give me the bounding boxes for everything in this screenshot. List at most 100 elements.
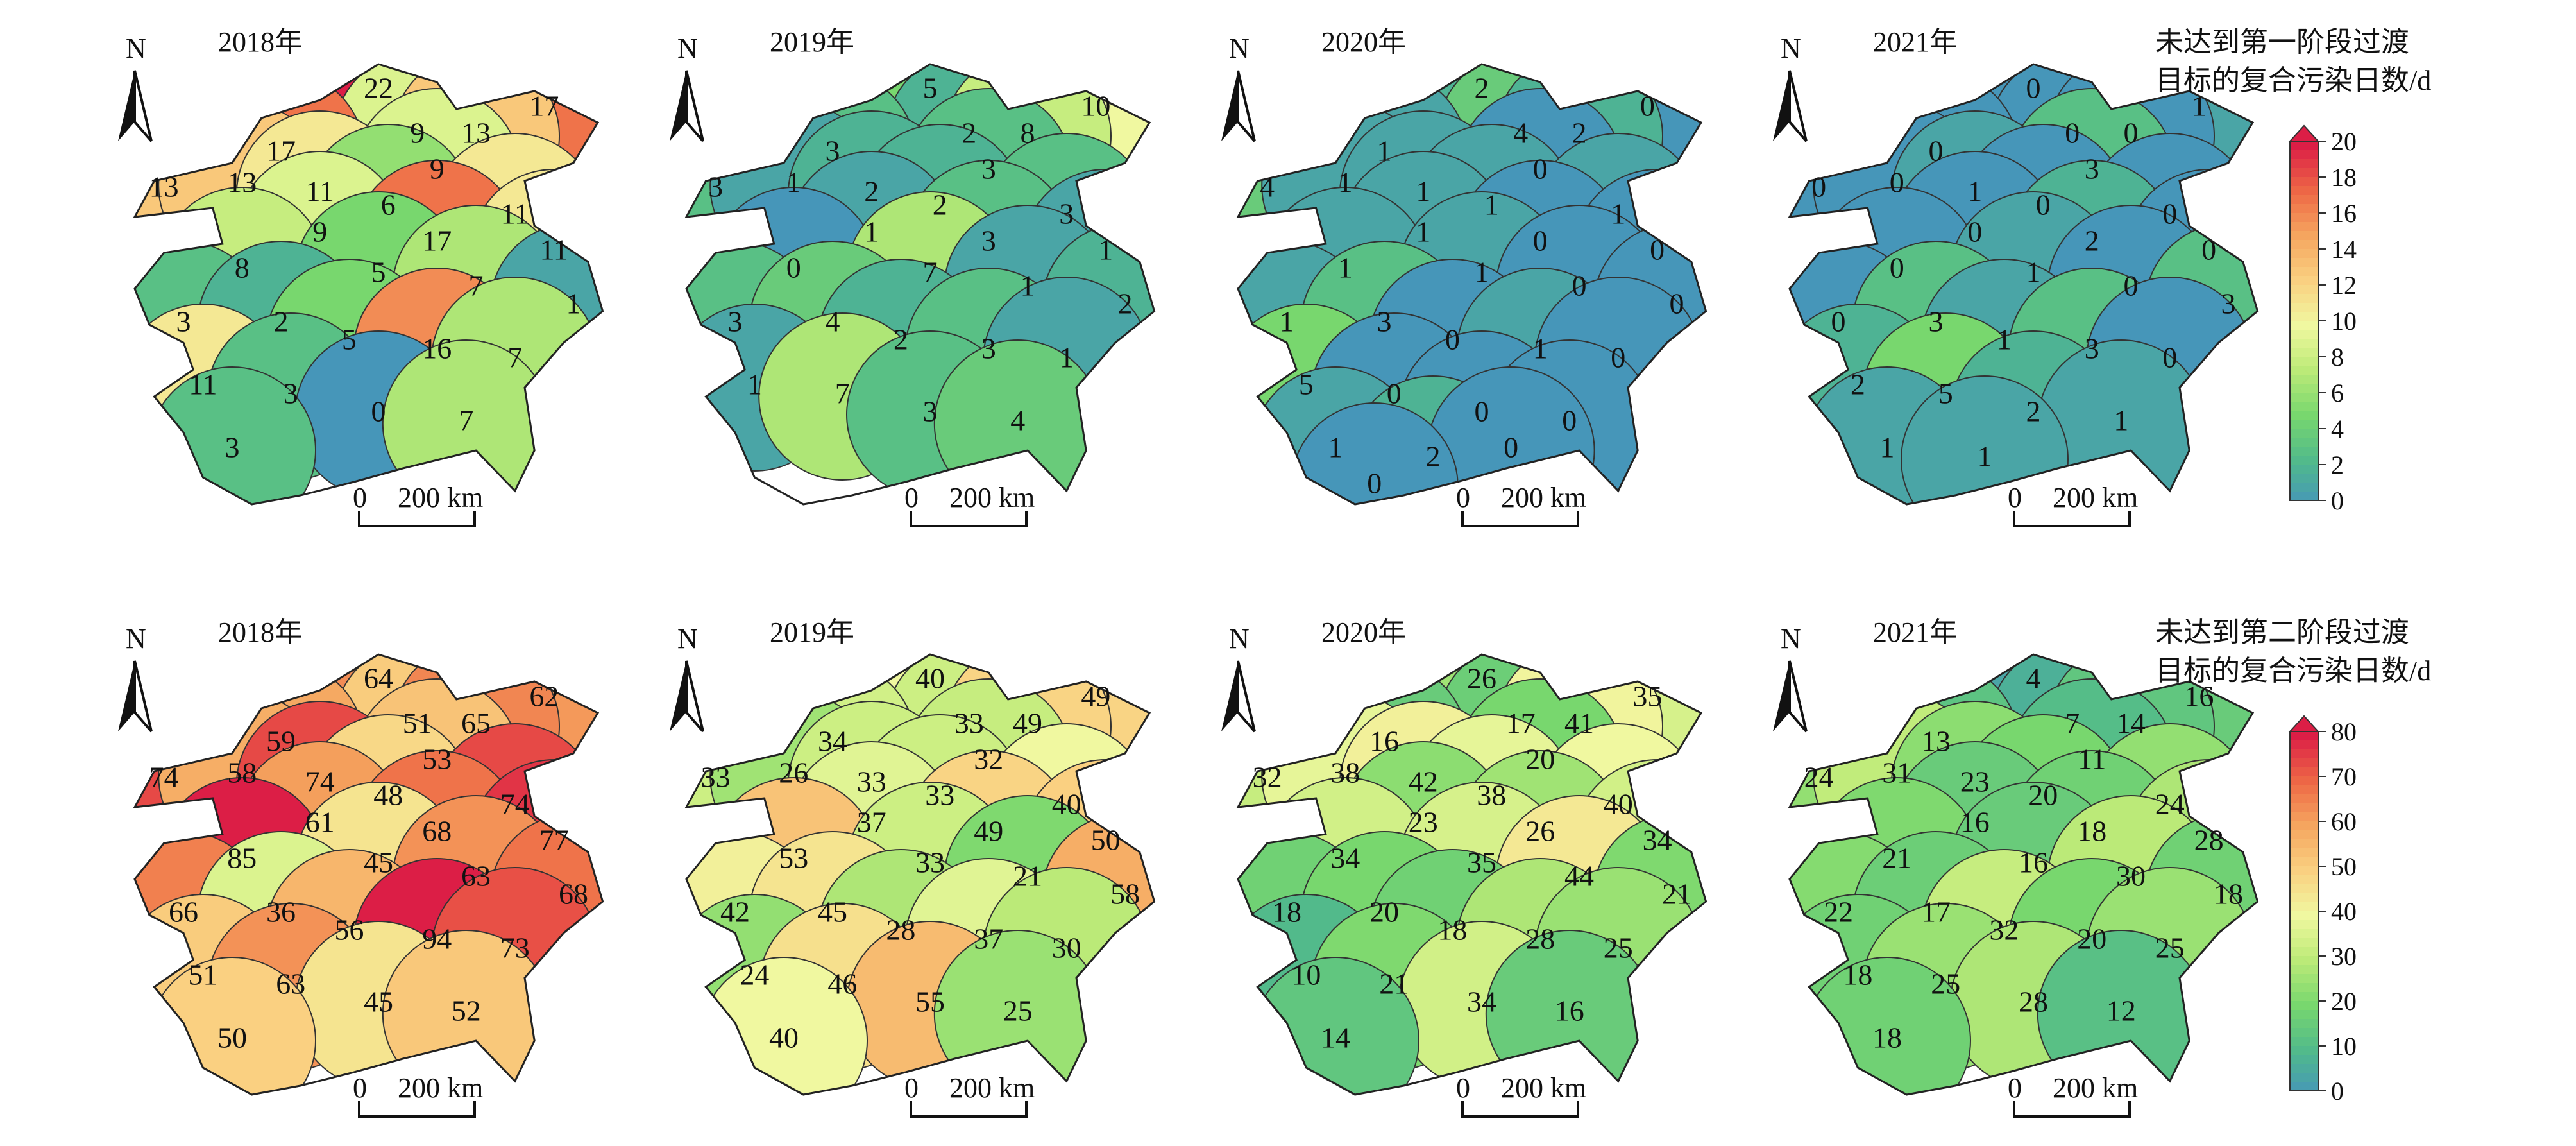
region-value-label: 23 — [1409, 806, 1438, 839]
legend-swatch — [2290, 785, 2318, 795]
region-value-label: 2 — [1118, 287, 1133, 320]
north-label: N — [1229, 623, 1250, 654]
scale-bar-label: 200 km — [2053, 482, 2138, 513]
region-value-label: 18 — [2077, 815, 2106, 848]
map-boundary — [133, 653, 604, 1096]
legend-swatch — [2290, 294, 2318, 304]
region-value-label: 28 — [1525, 923, 1555, 955]
region-value-label: 73 — [500, 932, 530, 964]
north-arrow-icon — [118, 661, 135, 731]
region-value-label: 63 — [461, 860, 491, 893]
legend-swatch — [2290, 177, 2318, 187]
map-boundary — [684, 653, 1156, 1096]
region-value-label: 35 — [1632, 680, 1662, 713]
legend-swatch — [2290, 983, 2318, 993]
region-value-label: 37 — [857, 806, 886, 839]
legend-swatch — [2290, 312, 2318, 321]
region-value-label: 1 — [1416, 216, 1430, 248]
region-value-label: 10 — [1291, 959, 1321, 991]
region-value-label: 2 — [274, 305, 289, 338]
region-value-label: 18 — [1843, 959, 1872, 991]
region-value-label: 8 — [1021, 117, 1035, 150]
region-value-label: 0 — [1504, 431, 1518, 464]
legend-swatch — [2290, 848, 2318, 858]
legend-swatch — [2290, 866, 2318, 876]
region-value-label: 1 — [1059, 341, 1074, 374]
region-value-label: 20 — [2077, 923, 2106, 955]
region-value-label: 20 — [1525, 743, 1555, 776]
region-value-label: 7 — [923, 256, 938, 289]
north-arrow-icon — [1221, 71, 1238, 141]
legend-swatch — [2290, 213, 2318, 223]
region-value-label: 20 — [2028, 779, 2058, 812]
region-value-label: 3 — [176, 305, 191, 338]
north-arrow-icon-half — [1237, 70, 1256, 142]
region-value-label: 3 — [2085, 332, 2099, 365]
legend-title-line1: 未达到第一阶段过渡 — [2155, 26, 2409, 58]
region-value-label: 1 — [1484, 189, 1499, 221]
region-value-label: 33 — [915, 846, 945, 879]
region-value-label: 42 — [1409, 765, 1438, 798]
region-value-label: 50 — [1091, 824, 1121, 857]
legend-swatch — [2290, 159, 2318, 169]
legend-swatch — [2290, 438, 2318, 447]
legend-swatch — [2290, 767, 2318, 777]
region-value-label: 64 — [364, 662, 393, 695]
scale-bar-label: 200 km — [398, 482, 483, 513]
region-value-label: 1 — [1338, 166, 1353, 199]
region-value-label: 5 — [923, 72, 938, 105]
map-title: 2020年 — [1321, 26, 1406, 58]
legend-swatch — [2290, 1073, 2318, 1082]
legend-swatch — [2290, 204, 2318, 214]
legend-tick-label: 40 — [2331, 897, 2357, 926]
region-value-label: 0 — [1831, 305, 1846, 338]
region-value-label: 26 — [1525, 815, 1555, 848]
map-title: 2019年 — [770, 617, 854, 648]
map-region-fills — [686, 64, 1155, 504]
region-value-label: 31 — [1882, 757, 1911, 789]
map-panel: N 2018年 64 62 51 65 59 53 74 58 74 48 74 61 68 77 85 45 63… — [118, 617, 604, 1118]
legend-swatch — [2290, 1055, 2318, 1065]
region-value-label: 11 — [501, 198, 529, 230]
region-value-label: 13 — [227, 166, 257, 199]
north-arrow-icon — [670, 661, 686, 731]
region-value-label: 34 — [1330, 842, 1360, 875]
region-value-label: 14 — [1321, 1022, 1350, 1054]
region-value-label: 2 — [2085, 225, 2099, 257]
region-value-label: 94 — [422, 923, 452, 955]
region-value-label: 45 — [818, 896, 847, 928]
legend-swatch — [2290, 393, 2318, 402]
region-value-label: 16 — [422, 332, 452, 365]
scale-bar-label: 200 km — [949, 482, 1035, 513]
region-value-label: 40 — [769, 1022, 799, 1054]
legend-tick-label: 10 — [2331, 307, 2357, 336]
region-value-label: 9 — [430, 153, 445, 185]
region-value-label: 74 — [305, 765, 335, 798]
region-value-label: 9 — [410, 117, 425, 150]
legend-tick-label: 70 — [2331, 762, 2357, 791]
scale-bar-zero: 0 — [904, 482, 919, 513]
region-value-label: 17 — [422, 225, 452, 257]
scale-bar-label: 200 km — [1501, 1072, 1586, 1104]
region-value-label: 1 — [864, 216, 879, 248]
legend-swatch — [2290, 339, 2318, 348]
legend-swatch — [2290, 749, 2318, 759]
region-value-label: 68 — [422, 815, 452, 848]
region-value-label: 1 — [1978, 440, 1992, 473]
north-arrow-icon-half — [685, 70, 704, 142]
region-value-label: 62 — [529, 680, 559, 713]
region-value-label: 5 — [1299, 368, 1314, 401]
legend-swatch — [2290, 402, 2318, 411]
region-value-label: 1 — [566, 287, 581, 320]
region-value-label: 58 — [1110, 878, 1140, 911]
region-value-label: 65 — [461, 707, 491, 740]
legend-swatch — [2290, 276, 2318, 286]
north-label: N — [1229, 33, 1250, 64]
region-value-label: 85 — [227, 842, 257, 875]
legend-swatch — [2290, 303, 2318, 312]
region-value-label: 2 — [1851, 368, 1865, 401]
region-value-label: 1 — [1611, 198, 1625, 230]
